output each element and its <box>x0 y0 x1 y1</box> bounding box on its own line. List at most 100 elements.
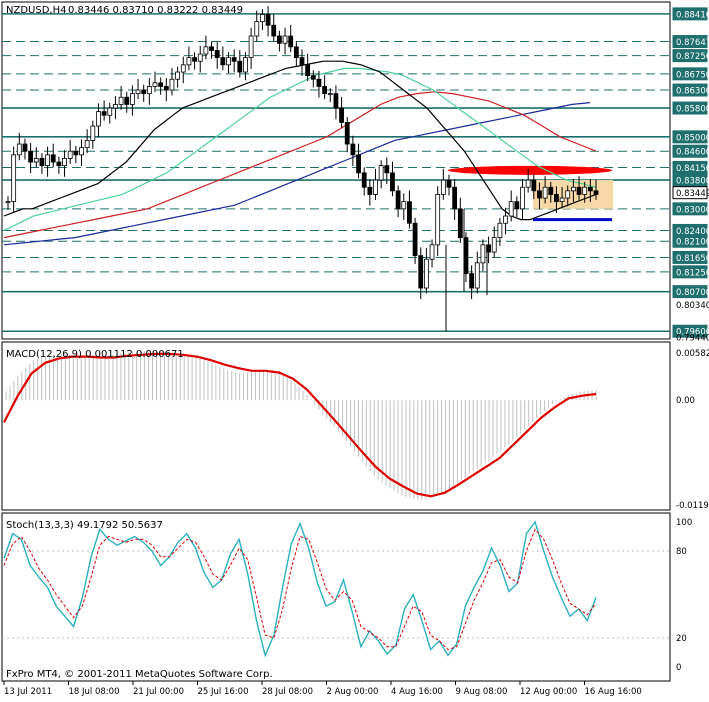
time-axis-label: 18 Jul 08:00 <box>69 687 120 697</box>
candle-body <box>39 158 45 167</box>
candle-body <box>129 93 135 105</box>
price-label-box <box>672 101 708 115</box>
candle-body <box>90 125 96 141</box>
price-panel-frame <box>1 1 671 340</box>
price-label-box <box>672 83 708 97</box>
annotation-overlays <box>448 165 613 222</box>
candle-body <box>582 186 588 195</box>
time-axis-label: 4 Aug 16:00 <box>391 687 443 697</box>
price-axis-label: 0.86750 <box>676 70 709 80</box>
time-axis-label: 25 Jul 16:00 <box>198 687 249 697</box>
price-axis-label: 0.79600 <box>676 328 709 338</box>
candle-body <box>587 186 593 192</box>
candle-body <box>254 21 260 37</box>
candle-body <box>531 179 537 192</box>
candle-body <box>56 161 62 167</box>
candle-body <box>412 222 418 257</box>
candle-body <box>537 190 542 199</box>
candle-body <box>265 14 271 26</box>
candle-body <box>407 201 412 224</box>
price-candles <box>5 6 599 332</box>
candle-body <box>226 57 231 66</box>
price-label-box <box>672 324 708 338</box>
ohlc-label: 0.83446 0.83710 0.83222 0.83449 <box>68 5 243 16</box>
price-axis-label: 0.87256 <box>676 52 709 62</box>
candle-body <box>423 258 429 289</box>
candle-body <box>209 46 214 51</box>
candle-body <box>322 86 328 95</box>
price-label-box <box>672 186 708 200</box>
candle-body <box>135 89 141 95</box>
price-axis-label: 0.83449 <box>676 189 709 199</box>
candle-body <box>429 244 435 260</box>
stoch-axis-label: 20 <box>676 634 687 644</box>
candle-body <box>141 89 147 95</box>
stoch-axis-label: 80 <box>676 547 687 557</box>
time-axis-labels: 13 Jul 2011 18 Jul 08:00 21 Jul 00:00 25 Ju… <box>3 681 642 697</box>
price-label-box <box>672 130 708 144</box>
candle-body <box>79 147 84 156</box>
candle-body <box>11 154 17 203</box>
macd-signal-line <box>3 352 597 498</box>
candle-body <box>373 179 378 195</box>
candle-body <box>62 158 67 167</box>
stoch-axis-label: 0 <box>676 663 681 673</box>
price-axis-label: 0.87647 <box>676 38 709 48</box>
price-axis-label: 0.80340 <box>676 301 709 311</box>
candle-body <box>344 122 350 145</box>
candle-body <box>180 64 186 73</box>
time-axis-label: 2 Aug 00:00 <box>327 687 379 697</box>
candle-body <box>390 172 395 192</box>
candle-body <box>175 71 181 80</box>
candle-body <box>45 154 50 167</box>
time-axis-label: 9 Aug 08:00 <box>456 687 508 697</box>
stochastic-lines <box>2 520 670 658</box>
candle-body <box>333 93 339 109</box>
candle-body <box>520 186 525 210</box>
candle-body <box>463 237 469 275</box>
candle-body <box>271 24 277 37</box>
stoch-axis-label: 100 <box>676 518 692 528</box>
price-axis-label: 0.82100 <box>676 238 709 248</box>
candle-body <box>452 186 458 210</box>
candle-body <box>16 143 22 156</box>
price-label-box <box>672 67 708 81</box>
price-label-box <box>672 202 708 216</box>
candle-body <box>73 150 79 156</box>
candle-body <box>5 201 11 204</box>
ma-black-line <box>3 60 597 221</box>
candle-body <box>107 107 113 116</box>
price-axis-label: 0.83000 <box>676 205 709 215</box>
candle-body <box>361 172 367 188</box>
price-axis-label: 0.88416 <box>676 10 709 20</box>
resistance-ellipse <box>448 165 612 175</box>
price-label-box <box>672 160 708 174</box>
price-label-box <box>672 285 708 299</box>
price-label-box <box>672 234 708 248</box>
price-axis-label: 0.79440 <box>676 334 709 344</box>
candle-body <box>554 194 559 203</box>
candle-body <box>310 75 316 80</box>
price-axis-label: 0.82400 <box>676 227 709 237</box>
ma-green-line <box>3 67 597 231</box>
candle-body <box>418 255 424 289</box>
macd-axis-label: 0.00582 <box>676 349 709 359</box>
time-axis-label: 28 Jul 08:00 <box>262 687 313 697</box>
candle-body <box>367 186 373 195</box>
candle-body <box>356 154 361 174</box>
candle-body <box>559 197 565 203</box>
candle-body <box>446 179 452 188</box>
time-axis-label: 12 Aug 00:00 <box>520 687 577 697</box>
macd-axis-labels: 0.00582 0.00 -0.01196 <box>676 349 709 511</box>
candle-body <box>514 201 520 210</box>
candle-body <box>576 186 582 195</box>
candle-body <box>124 96 130 105</box>
candle-body <box>305 64 311 77</box>
candle-body <box>525 179 531 188</box>
time-axis-label: 21 Jul 00:00 <box>133 687 184 697</box>
candle-body <box>570 186 576 192</box>
candle-body <box>282 35 288 44</box>
candle-body <box>192 57 197 62</box>
stoch-label: Stoch(13,3,3) 49.1792 50.5637 <box>6 520 163 531</box>
